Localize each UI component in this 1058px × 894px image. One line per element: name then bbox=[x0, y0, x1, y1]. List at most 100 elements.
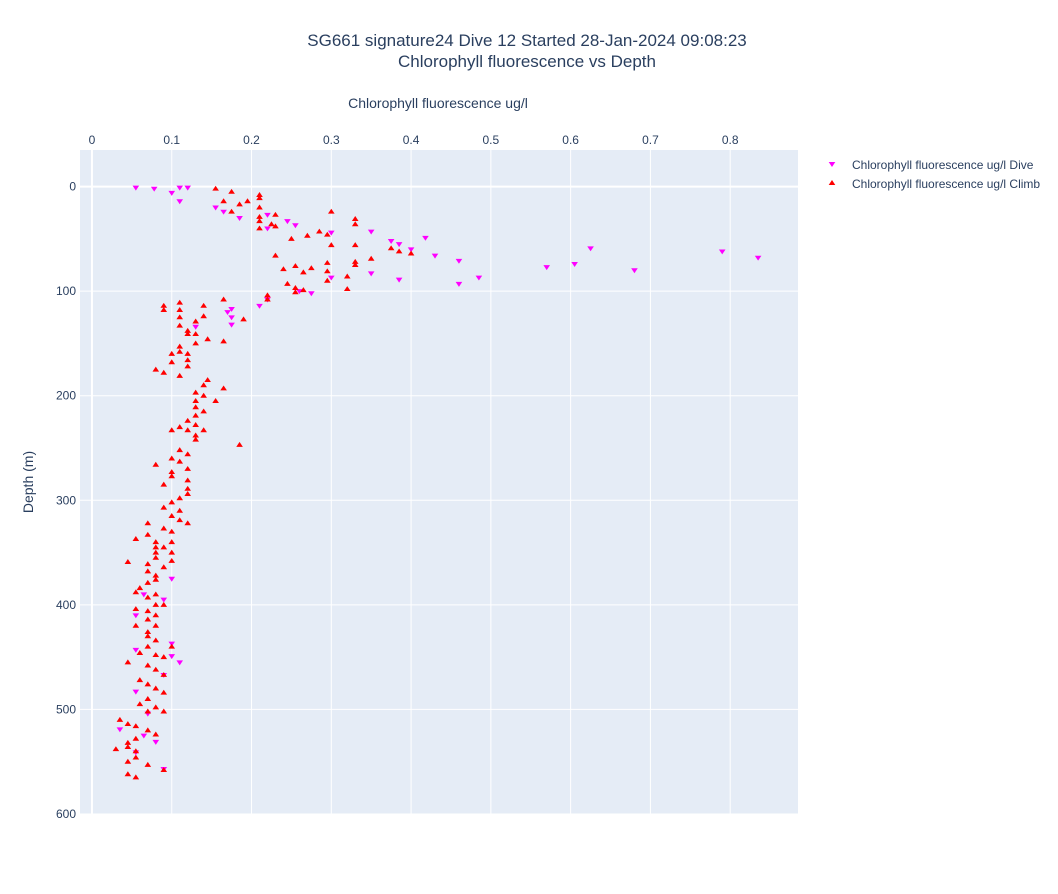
data-point[interactable] bbox=[184, 491, 191, 497]
data-point[interactable] bbox=[192, 331, 199, 337]
data-point[interactable] bbox=[124, 559, 132, 564]
data-point[interactable] bbox=[132, 735, 140, 741]
data-point[interactable] bbox=[176, 458, 184, 464]
data-point[interactable] bbox=[168, 469, 176, 475]
data-point[interactable] bbox=[144, 629, 152, 635]
data-point[interactable] bbox=[152, 666, 160, 672]
data-point[interactable] bbox=[152, 591, 160, 597]
data-point[interactable] bbox=[328, 275, 335, 281]
data-point[interactable] bbox=[220, 385, 227, 391]
data-point[interactable] bbox=[324, 268, 331, 274]
data-point[interactable] bbox=[184, 427, 191, 433]
data-point[interactable] bbox=[200, 302, 207, 308]
data-point[interactable] bbox=[160, 601, 168, 607]
data-point[interactable] bbox=[168, 513, 176, 518]
data-point[interactable] bbox=[220, 198, 227, 204]
data-point[interactable] bbox=[184, 520, 191, 526]
data-point[interactable] bbox=[152, 554, 160, 560]
data-point[interactable] bbox=[132, 185, 140, 191]
data-point[interactable] bbox=[176, 185, 184, 191]
data-point[interactable] bbox=[292, 223, 299, 229]
data-point[interactable] bbox=[236, 215, 243, 221]
data-point[interactable] bbox=[220, 209, 227, 215]
data-point[interactable] bbox=[236, 201, 243, 207]
data-point[interactable] bbox=[272, 252, 279, 258]
data-point[interactable] bbox=[176, 343, 184, 349]
data-point[interactable] bbox=[184, 363, 191, 369]
data-point[interactable] bbox=[124, 659, 132, 665]
data-point[interactable] bbox=[475, 275, 483, 281]
data-point[interactable] bbox=[407, 247, 415, 253]
data-point[interactable] bbox=[144, 561, 152, 567]
data-point[interactable] bbox=[144, 608, 152, 614]
data-point[interactable] bbox=[184, 357, 191, 363]
data-point[interactable] bbox=[136, 585, 144, 591]
data-point[interactable] bbox=[228, 306, 235, 312]
data-point[interactable] bbox=[343, 273, 351, 279]
data-point[interactable] bbox=[160, 544, 168, 550]
data-point[interactable] bbox=[328, 230, 335, 236]
data-point[interactable] bbox=[192, 389, 199, 395]
data-point[interactable] bbox=[132, 606, 140, 612]
data-point[interactable] bbox=[316, 228, 323, 234]
data-point[interactable] bbox=[256, 213, 263, 219]
data-point[interactable] bbox=[718, 249, 726, 255]
data-point[interactable] bbox=[168, 557, 176, 563]
data-point[interactable] bbox=[228, 315, 235, 321]
data-point[interactable] bbox=[204, 377, 211, 383]
data-point[interactable] bbox=[300, 269, 307, 275]
data-point[interactable] bbox=[192, 412, 199, 418]
data-point[interactable] bbox=[152, 572, 160, 578]
data-point[interactable] bbox=[176, 199, 184, 205]
data-point[interactable] bbox=[300, 287, 307, 293]
data-point[interactable] bbox=[220, 338, 227, 344]
data-point[interactable] bbox=[212, 205, 219, 211]
data-point[interactable] bbox=[132, 536, 140, 541]
data-point[interactable] bbox=[168, 576, 176, 582]
data-point[interactable] bbox=[144, 681, 152, 687]
data-point[interactable] bbox=[176, 314, 184, 320]
data-point[interactable] bbox=[132, 754, 140, 760]
data-point[interactable] bbox=[144, 594, 152, 600]
data-point[interactable] bbox=[168, 359, 176, 365]
data-point[interactable] bbox=[136, 677, 144, 683]
data-point[interactable] bbox=[152, 544, 160, 550]
data-point[interactable] bbox=[160, 654, 168, 660]
data-point[interactable] bbox=[268, 221, 275, 227]
data-point[interactable] bbox=[168, 528, 176, 534]
data-point[interactable] bbox=[204, 336, 211, 342]
data-point[interactable] bbox=[571, 261, 578, 267]
data-point[interactable] bbox=[308, 265, 315, 271]
data-point[interactable] bbox=[351, 221, 359, 227]
data-point[interactable] bbox=[140, 733, 148, 739]
data-point[interactable] bbox=[407, 250, 415, 256]
data-point[interactable] bbox=[272, 223, 279, 229]
data-point[interactable] bbox=[272, 211, 279, 217]
data-point[interactable] bbox=[112, 746, 120, 752]
data-point[interactable] bbox=[192, 397, 199, 403]
data-point[interactable] bbox=[160, 689, 168, 695]
data-point[interactable] bbox=[343, 286, 351, 292]
data-point[interactable] bbox=[754, 255, 762, 261]
data-point[interactable] bbox=[184, 465, 191, 471]
data-point[interactable] bbox=[292, 263, 299, 269]
data-point[interactable] bbox=[351, 242, 359, 248]
data-point[interactable] bbox=[212, 397, 219, 403]
data-point[interactable] bbox=[200, 382, 207, 388]
data-point[interactable] bbox=[176, 507, 184, 513]
legend-item-dive[interactable]: Chlorophyll fluorescence ug/l Dive bbox=[828, 158, 1034, 172]
data-point[interactable] bbox=[351, 258, 359, 264]
data-point[interactable] bbox=[387, 238, 395, 244]
data-point[interactable] bbox=[176, 372, 184, 378]
data-point[interactable] bbox=[244, 198, 251, 204]
data-point[interactable] bbox=[284, 280, 291, 286]
data-point[interactable] bbox=[264, 292, 271, 298]
data-point[interactable] bbox=[264, 212, 271, 218]
data-point[interactable] bbox=[184, 185, 191, 191]
data-point[interactable] bbox=[192, 340, 199, 346]
data-point[interactable] bbox=[144, 727, 152, 733]
data-point[interactable] bbox=[168, 350, 176, 356]
data-point[interactable] bbox=[176, 495, 184, 501]
data-point[interactable] bbox=[144, 708, 152, 714]
data-point[interactable] bbox=[152, 539, 160, 545]
